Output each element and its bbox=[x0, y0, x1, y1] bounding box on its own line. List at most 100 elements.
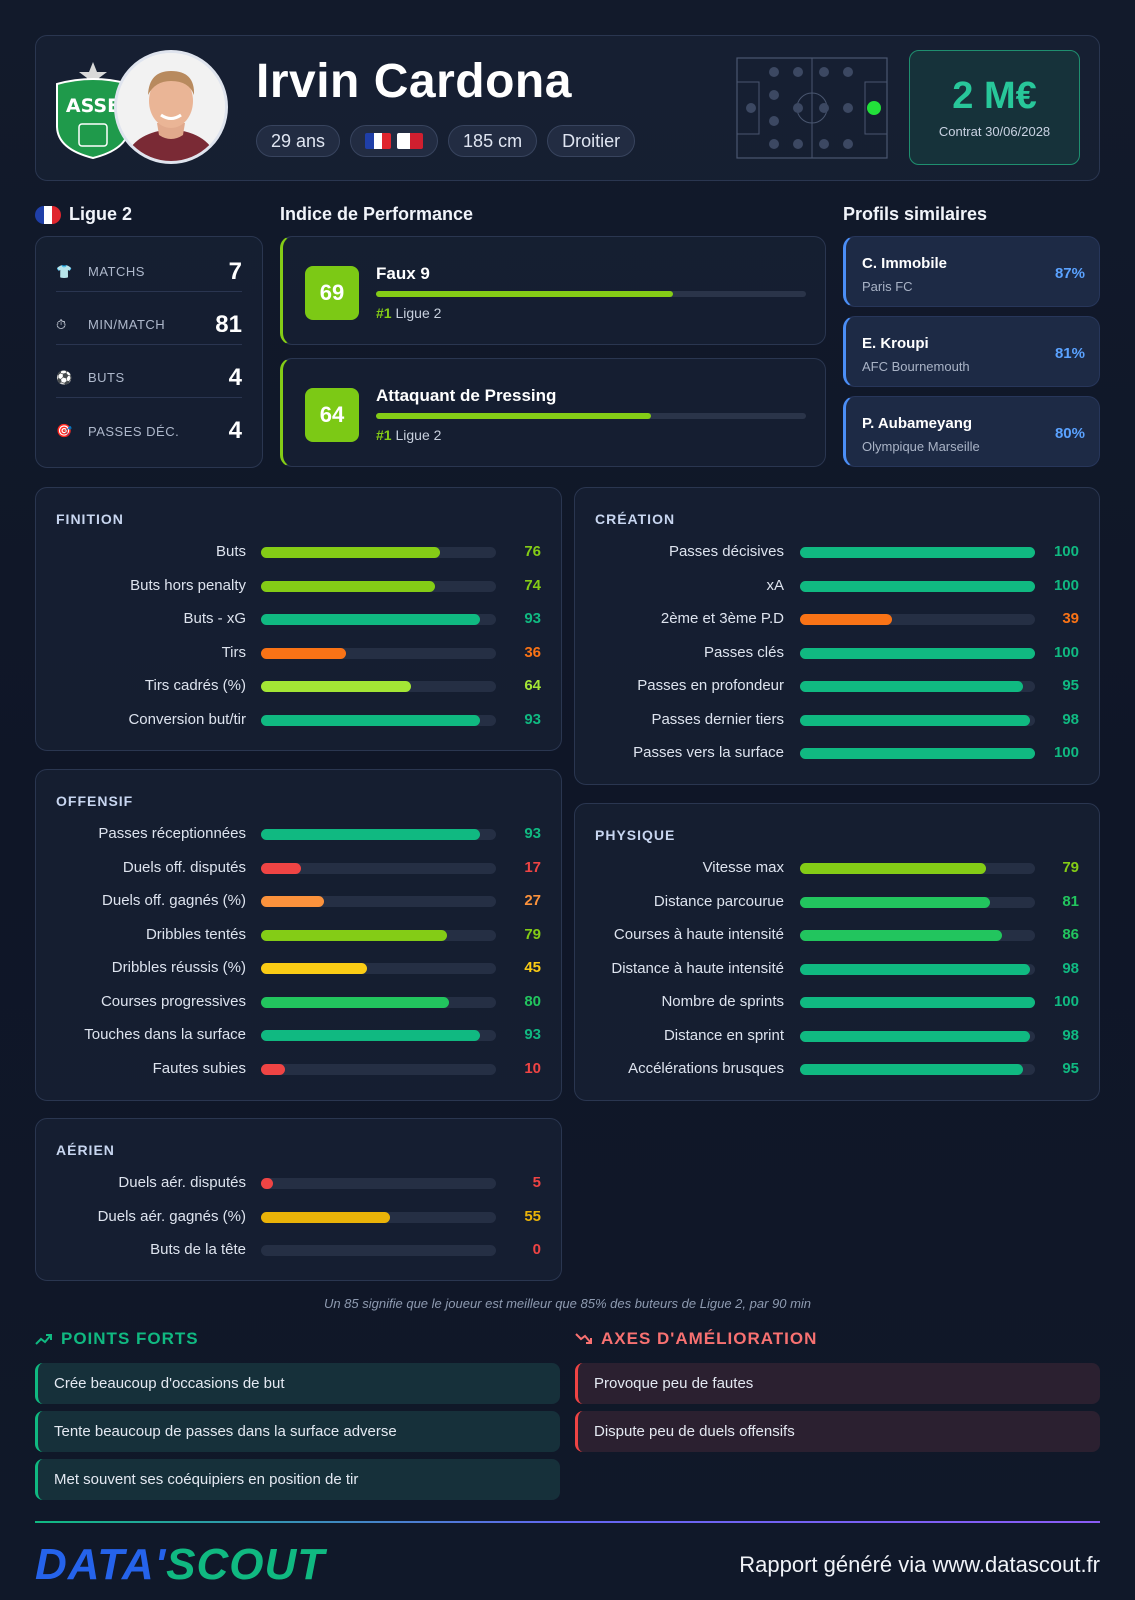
metric-value: 100 bbox=[1053, 543, 1079, 560]
metric-label: Tirs cadrés (%) bbox=[144, 677, 246, 694]
performance-rank: #1 Ligue 2 bbox=[376, 427, 442, 443]
datascout-logo[interactable]: DATA'SCOUT bbox=[35, 1540, 325, 1590]
metric-label: Distance parcourue bbox=[653, 892, 784, 910]
similarity-percent: 87% bbox=[1054, 265, 1085, 282]
metric-row: Fautes subies 10 bbox=[36, 1060, 561, 1080]
metric-label: Accélérations brusques bbox=[628, 1060, 784, 1077]
metric-row: Tirs 36 bbox=[36, 644, 561, 664]
similar-player-club: Olympique Marseille bbox=[862, 439, 980, 454]
metric-row: Passes en profondeur 95 bbox=[575, 677, 1099, 697]
metric-label: Passes réceptionnées bbox=[98, 825, 246, 842]
metric-row: Passes décisives 100 bbox=[575, 543, 1099, 563]
similar-profiles-title: Profils similaires bbox=[843, 204, 988, 224]
strength-item: Tente beaucoup de passes dans la surface… bbox=[35, 1411, 560, 1452]
metric-bar bbox=[261, 862, 496, 874]
metric-bar bbox=[800, 748, 1035, 759]
performance-card: 64 Attaquant de Pressing #1 Ligue 2 bbox=[280, 358, 826, 467]
metric-value: 98 bbox=[1062, 959, 1079, 977]
metric-value: 100 bbox=[1053, 643, 1079, 661]
france-flag-icon bbox=[35, 205, 61, 224]
similar-profile-card[interactable]: C. Immobile Paris FC 87% bbox=[843, 236, 1100, 307]
metric-bar-fill bbox=[261, 714, 480, 726]
metric-row: Tirs cadrés (%) 64 bbox=[36, 677, 561, 697]
player-header: ASSE Irvin Cardona 29 ans 185 cm Droitie… bbox=[35, 35, 1100, 181]
metric-bar bbox=[800, 547, 1035, 558]
similar-profile-card[interactable]: P. Aubameyang Olympique Marseille 80% bbox=[843, 396, 1100, 467]
height-chip: 185 cm bbox=[448, 125, 538, 157]
metric-row: Touches dans la surface 93 bbox=[36, 1026, 561, 1046]
similar-player-name: P. Aubameyang bbox=[862, 415, 973, 432]
metric-value: 100 bbox=[1053, 993, 1079, 1010]
similarity-percent: 80% bbox=[1054, 425, 1085, 442]
metric-bar-fill bbox=[800, 748, 1035, 759]
metric-value: 17 bbox=[524, 858, 541, 876]
club-logo-text: ASSE bbox=[66, 95, 120, 117]
shirt-icon: 👕 bbox=[56, 263, 73, 279]
metric-bar bbox=[800, 997, 1035, 1008]
trend-up-icon bbox=[35, 1334, 52, 1345]
performance-bar bbox=[376, 291, 806, 297]
metric-bar-fill bbox=[261, 547, 440, 558]
metric-row: Duels off. gagnés (%) 27 bbox=[36, 892, 561, 912]
metric-value: 10 bbox=[524, 1059, 541, 1077]
metric-label: Nombre de sprints bbox=[661, 993, 784, 1010]
metric-row: Conversion but/tir 93 bbox=[36, 711, 561, 731]
player-name: Irvin Cardona bbox=[256, 55, 572, 108]
metric-bar-fill bbox=[261, 1178, 273, 1189]
metric-bar-fill bbox=[800, 580, 1035, 592]
metric-label: Duels aér. gagnés (%) bbox=[97, 1207, 246, 1225]
similar-profile-card[interactable]: E. Kroupi AFC Bournemouth 81% bbox=[843, 316, 1100, 387]
metric-value: 45 bbox=[524, 959, 541, 976]
metric-bar-fill bbox=[800, 1064, 1024, 1075]
metric-bar bbox=[800, 681, 1035, 692]
stat-value: 4 bbox=[228, 417, 242, 444]
metric-bar-fill bbox=[800, 863, 986, 874]
panel-title: CRÉATION bbox=[595, 511, 676, 527]
metric-bar-fill bbox=[261, 1063, 285, 1075]
metric-value: 93 bbox=[524, 1026, 541, 1043]
panel-title: AÉRIEN bbox=[56, 1142, 115, 1158]
footer-divider bbox=[35, 1521, 1100, 1523]
metric-label: Passes vers la surface bbox=[633, 744, 784, 761]
metric-label: Passes clés bbox=[703, 643, 784, 661]
performance-bar-fill bbox=[376, 413, 652, 419]
metric-value: 39 bbox=[1062, 610, 1079, 627]
metric-label: Passes dernier tiers bbox=[651, 710, 784, 728]
metric-bar-fill bbox=[800, 547, 1035, 558]
metric-label: Duels off. gagnés (%) bbox=[102, 892, 246, 909]
metric-label: Duels aér. disputés bbox=[118, 1174, 246, 1191]
metric-bar bbox=[800, 1064, 1035, 1075]
metric-bar bbox=[800, 714, 1035, 726]
metric-bar-fill bbox=[261, 647, 346, 659]
league-name: Ligue 2 bbox=[69, 204, 133, 224]
metric-bar-fill bbox=[261, 829, 480, 840]
metric-value: 64 bbox=[524, 677, 541, 694]
market-value: 2 M€ bbox=[952, 75, 1037, 117]
metric-bar-fill bbox=[800, 647, 1035, 659]
metric-label: Distance à haute intensité bbox=[611, 959, 784, 977]
metric-row: Buts de la tête 0 bbox=[36, 1241, 561, 1261]
stat-row-min-match: ⏱ MIN/MATCH 81 bbox=[56, 305, 242, 345]
metric-bar-fill bbox=[800, 1030, 1031, 1042]
strengths-label: POINTS FORTS bbox=[61, 1329, 199, 1348]
brand-part-2: SCOUT bbox=[166, 1540, 326, 1589]
metric-value: 98 bbox=[1062, 1026, 1079, 1044]
metric-bar bbox=[261, 681, 496, 692]
metric-value: 93 bbox=[524, 825, 541, 842]
metric-bar-fill bbox=[800, 614, 892, 625]
metric-value: 93 bbox=[524, 610, 541, 627]
similar-player-club: Paris FC bbox=[862, 279, 913, 294]
metric-bar bbox=[261, 896, 496, 907]
offensif-panel: OFFENSIF Passes réceptionnées 93 Duels off… bbox=[35, 769, 562, 1101]
performance-card: 69 Faux 9 #1 Ligue 2 bbox=[280, 236, 826, 345]
weakness-item: Dispute peu de duels offensifs bbox=[575, 1411, 1100, 1452]
metric-bar bbox=[261, 963, 496, 974]
metric-bar bbox=[800, 930, 1035, 941]
metric-label: Vitesse max bbox=[702, 859, 784, 876]
performance-score: 69 bbox=[305, 266, 359, 320]
nationality-chip bbox=[350, 125, 439, 157]
performance-bar bbox=[376, 413, 806, 419]
position-pitch bbox=[736, 57, 888, 159]
stat-value: 4 bbox=[228, 363, 242, 391]
strength-item: Crée beaucoup d'occasions de but bbox=[35, 1363, 560, 1404]
